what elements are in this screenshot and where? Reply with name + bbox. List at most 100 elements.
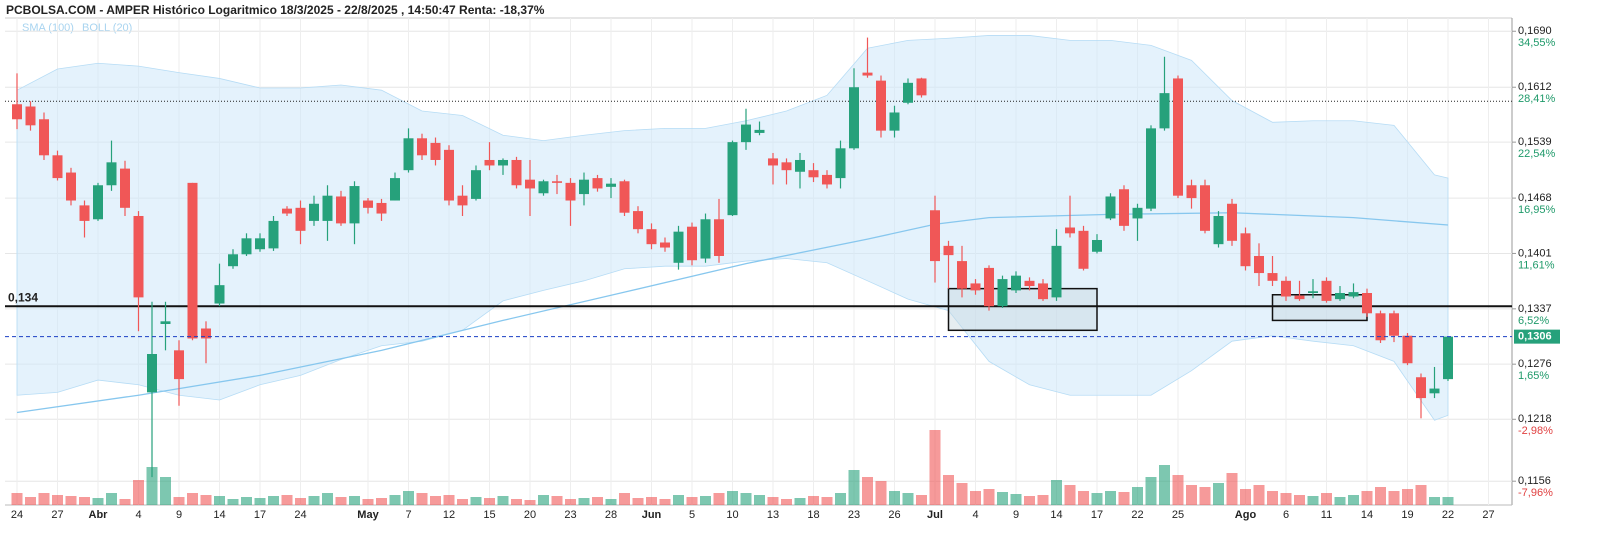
candle-body bbox=[12, 104, 22, 120]
candle-body bbox=[1267, 273, 1278, 281]
candle-body bbox=[376, 202, 387, 214]
volume-bar bbox=[740, 493, 752, 505]
volume-bar bbox=[551, 496, 563, 505]
volume-bar bbox=[1361, 491, 1373, 505]
candle-body bbox=[390, 178, 400, 201]
volume-bar bbox=[38, 493, 50, 505]
candle-body bbox=[282, 208, 292, 214]
y2-tick-label: -2,98% bbox=[1518, 425, 1553, 437]
volume-bar bbox=[200, 495, 212, 505]
x-tick-label: 14 bbox=[1050, 509, 1062, 521]
candle-body bbox=[241, 238, 252, 255]
candle-body bbox=[741, 124, 751, 143]
candle-body bbox=[417, 138, 427, 156]
x-tick-label: 26 bbox=[888, 509, 900, 521]
volume-bar bbox=[1024, 496, 1035, 505]
volume-bar bbox=[1199, 487, 1211, 505]
x-tick-label: 27 bbox=[51, 509, 63, 521]
volume-bar bbox=[187, 493, 198, 505]
volume-bar bbox=[1307, 496, 1319, 505]
candle-body bbox=[187, 182, 198, 339]
y-tick-label: 0,1276 bbox=[1518, 358, 1552, 370]
candle-body bbox=[1429, 388, 1440, 394]
volume-bar bbox=[646, 497, 657, 505]
volume-bar bbox=[902, 493, 914, 505]
volume-bar bbox=[808, 496, 819, 505]
volume-bar bbox=[416, 493, 428, 505]
candle-body bbox=[1240, 233, 1251, 267]
volume-bar bbox=[25, 497, 36, 505]
candle-body bbox=[795, 159, 805, 172]
volume-bar bbox=[349, 496, 360, 505]
volume-bar bbox=[767, 497, 779, 505]
volume-bar bbox=[106, 493, 117, 505]
volume-bar bbox=[11, 493, 23, 505]
volume-bar bbox=[565, 499, 576, 505]
volume-bar bbox=[511, 499, 522, 505]
x-tick-label: Abr bbox=[89, 509, 109, 521]
candle-body bbox=[444, 149, 454, 201]
volume-bar bbox=[1388, 491, 1400, 505]
candle-body bbox=[1227, 203, 1237, 241]
candle-body bbox=[1024, 280, 1035, 287]
x-tick-label: 20 bbox=[524, 509, 536, 521]
volume-bar bbox=[592, 497, 603, 505]
volume-bar bbox=[497, 496, 509, 505]
candle-body bbox=[403, 138, 414, 171]
volume-bar bbox=[1145, 477, 1157, 505]
candle-body bbox=[1362, 293, 1372, 314]
x-tick-label: 14 bbox=[1361, 509, 1373, 521]
candle-body bbox=[1038, 283, 1048, 300]
volume-bar bbox=[376, 498, 387, 505]
last-price-label: 0,1306 bbox=[1518, 331, 1552, 343]
volume-bar bbox=[281, 495, 293, 505]
candle-body bbox=[997, 279, 1008, 307]
volume-bar bbox=[781, 499, 792, 505]
candle-body bbox=[1011, 275, 1021, 291]
y-tick-label: 0,1468 bbox=[1518, 192, 1552, 204]
volume-bar bbox=[632, 498, 644, 505]
x-tick-label: Jun bbox=[642, 509, 662, 521]
x-tick-label: 7 bbox=[405, 509, 411, 521]
volume-bar bbox=[1375, 487, 1386, 505]
volume-bar bbox=[470, 497, 482, 505]
candle-body bbox=[768, 158, 778, 166]
range-box bbox=[1271, 294, 1368, 322]
volume-bar bbox=[119, 499, 131, 505]
volume-bar bbox=[997, 492, 1008, 505]
volume-bar bbox=[1159, 465, 1170, 505]
chart-title: PCBOLSA.COM - AMPER Histórico Logaritmic… bbox=[6, 3, 545, 17]
candle-body bbox=[66, 172, 76, 201]
volume-bar bbox=[1415, 485, 1427, 505]
candle-body bbox=[538, 181, 549, 194]
volume-bar bbox=[214, 496, 225, 505]
y-tick-label: 0,1218 bbox=[1518, 413, 1552, 425]
volume-bar bbox=[133, 480, 144, 505]
candle-body bbox=[255, 238, 265, 250]
x-tick-label: Jul bbox=[927, 509, 943, 521]
volume-bar bbox=[443, 495, 455, 505]
volume-bar bbox=[889, 491, 900, 505]
y2-tick-label: 6,52% bbox=[1518, 315, 1549, 327]
candle-body bbox=[1132, 207, 1143, 219]
volume-bar bbox=[659, 499, 671, 505]
volume-bar bbox=[173, 497, 185, 505]
candle-body bbox=[430, 142, 441, 160]
candle-body bbox=[336, 196, 346, 224]
volume-bar bbox=[227, 499, 239, 505]
volume-bar bbox=[65, 496, 77, 505]
candle-body bbox=[1213, 215, 1224, 245]
candle-body bbox=[849, 87, 859, 149]
volume-bar bbox=[916, 495, 927, 505]
candle-body bbox=[457, 195, 468, 206]
range-box bbox=[947, 287, 1098, 332]
volume-bar bbox=[848, 470, 860, 505]
candle-body bbox=[592, 178, 603, 189]
y2-tick-label: 16,95% bbox=[1518, 204, 1556, 216]
volume-bar bbox=[308, 496, 320, 505]
volume-bar bbox=[241, 497, 252, 505]
candle-body bbox=[93, 185, 103, 220]
volume-bar bbox=[295, 498, 306, 505]
x-tick-label: 5 bbox=[689, 509, 695, 521]
candle-body bbox=[957, 261, 967, 289]
